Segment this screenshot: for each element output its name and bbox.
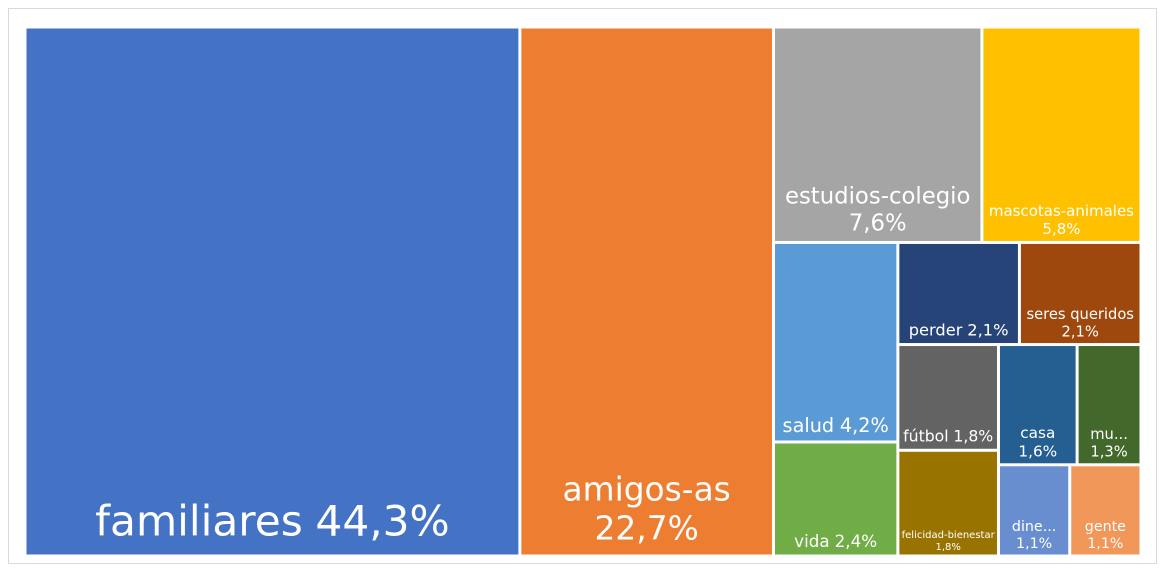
- value-label: 1,8%: [953, 427, 993, 446]
- value-label: 2,4%: [835, 531, 878, 551]
- tile: [1020, 243, 1140, 344]
- tile: [899, 451, 997, 555]
- tile-label: familiares 44,3%: [95, 496, 450, 545]
- value-label: 1,1%: [1087, 536, 1123, 552]
- category-label: familiares: [95, 496, 303, 545]
- tile-label: mascotas-animales 5,8%: [989, 202, 1134, 238]
- category-label: seres queridos: [1026, 306, 1134, 323]
- tile-label: seres queridos 2,1%: [1026, 306, 1134, 341]
- tile: [1071, 466, 1140, 555]
- category-label: vida: [794, 531, 829, 551]
- tile-label: casa 1,6%: [1018, 424, 1057, 460]
- tile: [1078, 346, 1140, 464]
- tile-label: estudios-colegio 7,6%: [785, 183, 970, 236]
- category-label: felicidad-bienestar: [902, 530, 996, 541]
- category-label: salud: [783, 414, 835, 437]
- category-label: gente: [1085, 519, 1126, 535]
- tile: [26, 28, 519, 555]
- value-label: 5,8%: [1042, 220, 1080, 238]
- tile: [774, 243, 897, 441]
- tile-label: fútbol 1,8%: [903, 427, 993, 446]
- tile: [521, 28, 772, 555]
- tile: [983, 28, 1140, 241]
- tile: [899, 346, 997, 449]
- tile: [999, 346, 1076, 464]
- category-label: fútbol: [903, 427, 949, 446]
- value-label: 4,2%: [840, 414, 889, 437]
- tile-label: gente 1,1%: [1085, 519, 1126, 552]
- value-label: 1,3%: [1090, 444, 1127, 461]
- tile-label: vida 2,4%: [794, 531, 877, 551]
- category-label: casa: [1020, 424, 1055, 442]
- value-label: 7,6%: [849, 211, 907, 237]
- value-label: 1,6%: [1018, 442, 1057, 460]
- value-label: 22,7%: [595, 510, 699, 548]
- value-label: 1,8%: [935, 542, 960, 553]
- tile-label: dine... 1,1%: [1012, 519, 1056, 552]
- tile-label: perder 2,1%: [909, 321, 1009, 340]
- category-label: mascotas-animales: [989, 202, 1134, 220]
- category-label: perder: [909, 321, 963, 340]
- tile: [999, 466, 1069, 555]
- value-label: 2,1%: [1062, 323, 1099, 340]
- value-label: 44,3%: [315, 496, 449, 545]
- value-label: 2,1%: [967, 321, 1008, 340]
- category-label: estudios-colegio: [785, 183, 970, 209]
- tile-label: salud 4,2%: [783, 414, 889, 437]
- tile: [774, 28, 981, 241]
- category-label: mu...: [1090, 426, 1128, 443]
- tile: [899, 243, 1018, 344]
- tile: [774, 443, 897, 555]
- tile-label: amigos-as 22,7%: [563, 470, 731, 547]
- value-label: 1,1%: [1016, 536, 1052, 552]
- category-label: amigos-as: [563, 470, 731, 508]
- category-label: dine...: [1012, 519, 1056, 535]
- tile-label: felicidad-bienestar 1,8%: [902, 530, 996, 553]
- tile-label: mu... 1,3%: [1090, 426, 1128, 461]
